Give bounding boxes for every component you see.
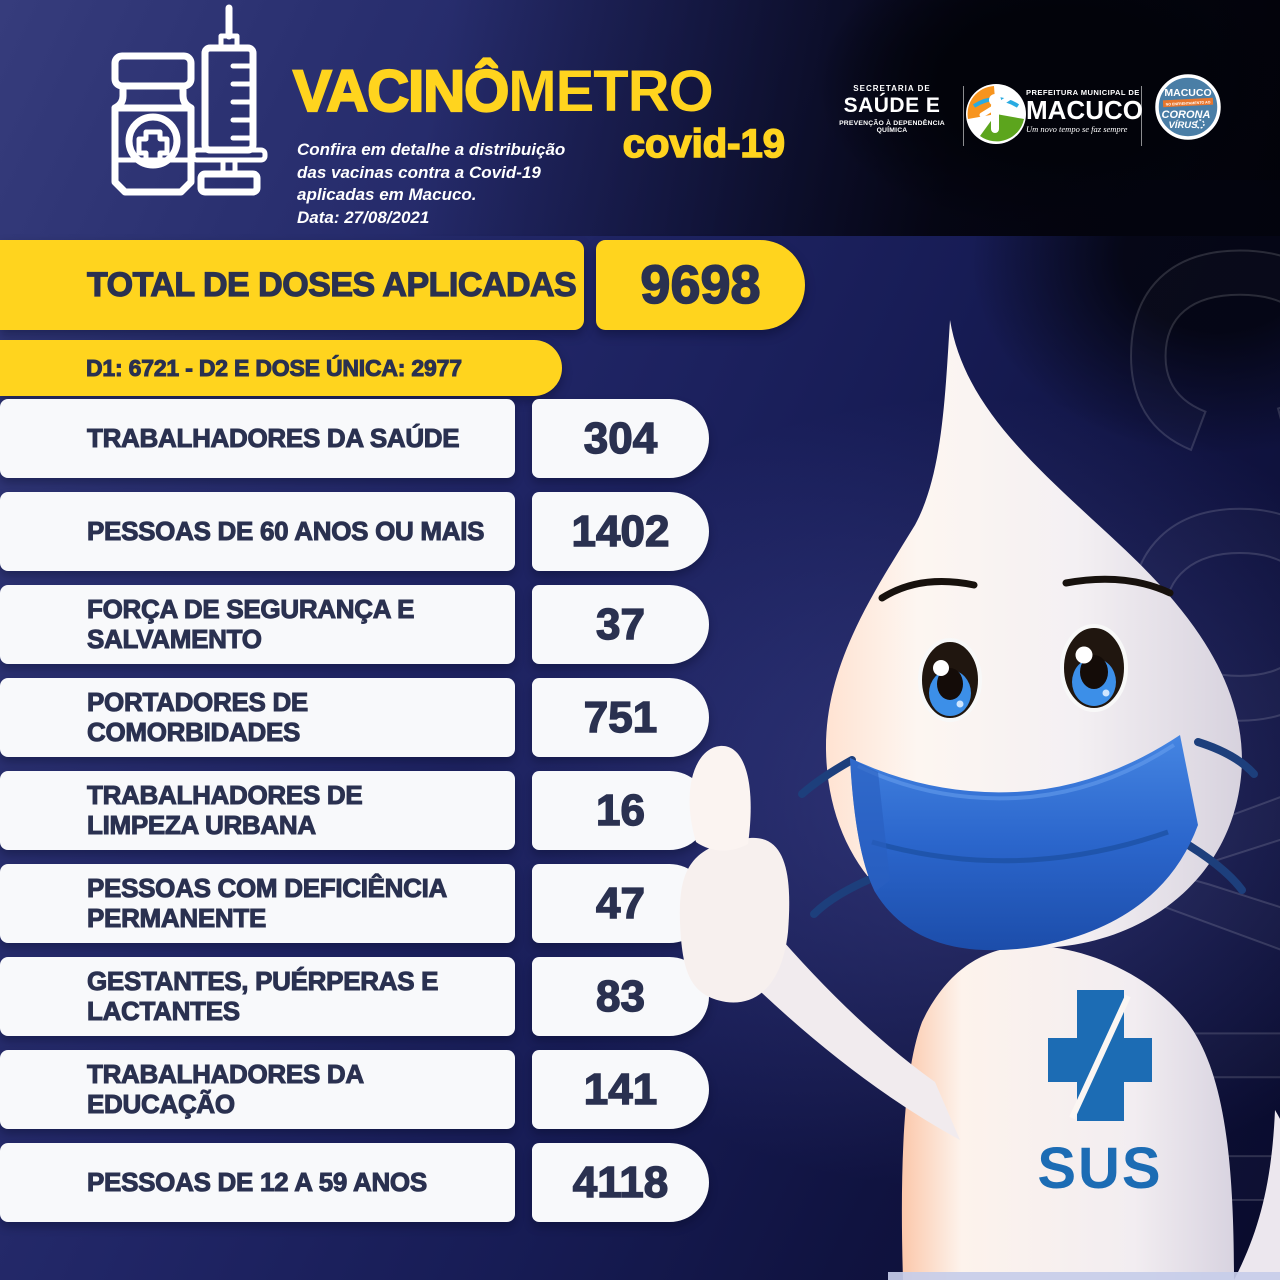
category-label: PESSOAS DE 60 ANOS OU MAIS <box>86 515 485 546</box>
category-row: PORTADORES DE COMORBIDADES 751 <box>0 678 720 757</box>
left-eye <box>918 638 982 722</box>
category-value: 47 <box>595 878 645 928</box>
svg-text:NO ENFRENTAMENTO AO: NO ENFRENTAMENTO AO <box>1166 100 1211 106</box>
header: VACINÔMETRO covid-19 Confira em detalhe … <box>0 0 1280 236</box>
prefeitura-macuco-logo-text: PREFEITURA MUNICIPAL DE MACUCO Um novo t… <box>1026 88 1143 135</box>
category-value-pill: 37 <box>532 585 709 664</box>
category-label-bar: FORÇA DE SEGURANÇA E SALVAMENTO <box>0 585 515 664</box>
category-value-pill: 16 <box>532 771 709 850</box>
category-label: TRABALHADORES DE LIMPEZA URBANA <box>86 779 363 840</box>
category-value: 751 <box>583 692 658 742</box>
mask-top-highlight <box>857 743 1176 801</box>
sus-cross-slash <box>1069 994 1131 1120</box>
category-value: 1402 <box>571 506 670 556</box>
bottom-edge-strip <box>888 1272 1280 1280</box>
prefeitura-macuco-logo-icon <box>966 84 1026 144</box>
right-eye <box>1060 624 1128 712</box>
category-value-pill: 304 <box>532 399 709 478</box>
category-value: 304 <box>583 413 658 463</box>
mascot-body <box>901 945 1234 1280</box>
mask-body <box>850 735 1198 951</box>
mascot-right-arm <box>1234 1110 1280 1280</box>
category-value: 4118 <box>572 1157 669 1207</box>
category-label-bar: PESSOAS DE 60 ANOS OU MAIS <box>0 492 515 571</box>
title-vacino: VACINÔ <box>292 58 510 125</box>
mascot-fist <box>679 837 790 1003</box>
left-eyebrow <box>878 578 978 602</box>
svg-text:CORONA: CORONA <box>1162 109 1211 121</box>
category-value-pill: 47 <box>532 864 709 943</box>
category-label-bar: PORTADORES DE COMORBIDADES <box>0 678 515 757</box>
category-label: PESSOAS DE 12 A 59 ANOS <box>87 1166 428 1197</box>
covid-19-subtitle: covid-19 <box>622 121 786 167</box>
total-doses-label-bar: TOTAL DE DOSES APLICADAS <box>0 240 584 330</box>
right-eyebrow <box>1062 575 1174 597</box>
category-value: 16 <box>595 785 645 835</box>
svg-text:MACUCO: MACUCO <box>1164 87 1211 99</box>
category-label-bar: PESSOAS COM DEFICIÊNCIA PERMANENTE <box>0 864 515 943</box>
category-value-pill: 4118 <box>532 1143 709 1222</box>
header-divider <box>963 86 964 146</box>
category-label-bar: TRABALHADORES DA SAÚDE <box>0 399 515 478</box>
header-description: Confira em detalhe a distribuição das va… <box>297 140 566 227</box>
category-rows: TRABALHADORES DA SAÚDE 304 PESSOAS DE 60… <box>0 399 720 1236</box>
category-row: PESSOAS DE 12 A 59 ANOS 4118 <box>0 1143 720 1222</box>
category-row: GESTANTES, PUÉRPERAS E LACTANTES 83 <box>0 957 720 1036</box>
category-label-bar: GESTANTES, PUÉRPERAS E LACTANTES <box>0 957 515 1036</box>
category-row: PESSOAS COM DEFICIÊNCIA PERMANENTE 47 <box>0 864 720 943</box>
mask-strap-left-lower <box>810 876 872 918</box>
total-doses-label: TOTAL DE DOSES APLICADAS <box>86 265 577 304</box>
category-value: 83 <box>595 971 645 1021</box>
svg-text:VÍRUS: VÍRUS <box>1168 120 1198 131</box>
category-value-pill: 83 <box>532 957 709 1036</box>
syringe-icon <box>190 4 268 196</box>
category-label: TRABALHADORES DA EDUCAÇÃO <box>87 1058 365 1119</box>
total-doses-value: 9698 <box>640 254 762 316</box>
mascot-mask <box>798 735 1258 951</box>
mask-fold <box>871 829 1169 864</box>
dose-breakdown-bar: D1: 6721 - D2 E DOSE ÚNICA: 2977 <box>0 340 562 396</box>
sus-text: SUS <box>1037 1136 1162 1201</box>
mask-strap-right-upper <box>1194 738 1258 778</box>
mascot-thumb <box>689 745 751 851</box>
mascot-head-group <box>798 320 1258 951</box>
category-row: FORÇA DE SEGURANÇA E SALVAMENTO 37 <box>0 585 720 664</box>
category-value-pill: 141 <box>532 1050 709 1129</box>
mask-left-tab <box>850 758 890 892</box>
category-row: PESSOAS DE 60 ANOS OU MAIS 1402 <box>0 492 720 571</box>
secretaria-saude-logo: SECRETARIA DE SAÚDE E PREVENÇÃO À DEPEND… <box>839 84 945 134</box>
category-row: TRABALHADORES DA EDUCAÇÃO 141 <box>0 1050 720 1129</box>
category-label: TRABALHADORES DA SAÚDE <box>86 422 460 453</box>
sus-logo: SUS <box>1037 990 1162 1201</box>
category-label: GESTANTES, PUÉRPERAS E LACTANTES <box>86 965 439 1026</box>
total-doses-value-pill: 9698 <box>596 240 805 330</box>
category-label: FORÇA DE SEGURANÇA E SALVAMENTO <box>86 593 415 654</box>
category-label-bar: TRABALHADORES DA EDUCAÇÃO <box>0 1050 515 1129</box>
mascot-left-arm <box>738 926 960 1140</box>
category-value-pill: 751 <box>532 678 709 757</box>
mascot-body-group <box>679 745 1280 1280</box>
title-metro: METRO <box>508 59 713 124</box>
category-value: 141 <box>583 1064 658 1114</box>
page-title: VACINÔMETRO <box>292 58 714 125</box>
category-label: PORTADORES DE COMORBIDADES <box>87 686 309 747</box>
category-row: TRABALHADORES DA SAÚDE 304 <box>0 399 720 478</box>
category-label: PESSOAS COM DEFICIÊNCIA PERMANENTE <box>86 872 448 933</box>
dose-breakdown-text: D1: 6721 - D2 E DOSE ÚNICA: 2977 <box>86 354 463 381</box>
vaccine-icons <box>111 4 268 196</box>
mask-strap-left-upper <box>798 756 856 798</box>
corona-virus-badge: MACUCO NO ENFRENTAMENTO AO CORONA VÍRUS <box>1155 74 1221 140</box>
header-divider <box>1141 86 1142 146</box>
category-label-bar: TRABALHADORES DE LIMPEZA URBANA <box>0 771 515 850</box>
ze-gotinha-mascot: SUS <box>679 320 1280 1280</box>
category-value: 37 <box>595 599 645 649</box>
category-row: TRABALHADORES DE LIMPEZA URBANA 16 <box>0 771 720 850</box>
category-value-pill: 1402 <box>532 492 709 571</box>
vaccine-vial-icon <box>111 52 195 196</box>
category-label-bar: PESSOAS DE 12 A 59 ANOS <box>0 1143 515 1222</box>
